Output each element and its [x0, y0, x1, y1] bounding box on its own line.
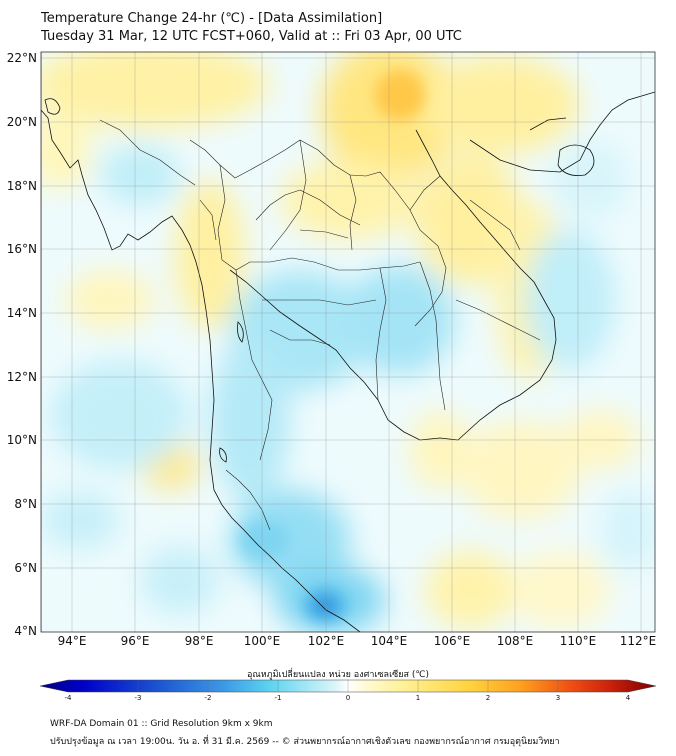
- lon-label: 102°E: [308, 634, 345, 648]
- lon-label: 106°E: [434, 634, 471, 648]
- colorbar-tick: 1: [416, 694, 420, 702]
- colorbar-tick: 0: [346, 694, 350, 702]
- colorbar-tick: 4: [626, 694, 631, 702]
- lat-label: 10°N: [7, 433, 37, 447]
- lat-label: 8°N: [14, 497, 37, 511]
- lat-label: 20°N: [7, 115, 37, 129]
- colorbar-tick: 2: [486, 694, 490, 702]
- map-frame: [40, 51, 656, 633]
- lon-label: 112°E: [620, 634, 657, 648]
- colorbar-title: อุณหภูมิเปลี่ยนแปลง หน่วย องศาเซลเซียส (…: [246, 670, 430, 680]
- footer-credit: ปรับปรุงข้อมูล ณ เวลา 19:00น. วัน อ. ที่…: [50, 737, 560, 747]
- graticule: [41, 52, 655, 632]
- lon-label: 110°E: [560, 634, 597, 648]
- lon-label: 96°E: [121, 634, 150, 648]
- lat-label: 12°N: [7, 370, 37, 384]
- colorbar-tick: -4: [65, 694, 73, 702]
- lon-label: 108°E: [497, 634, 534, 648]
- colorbar-tick: 3: [556, 694, 560, 702]
- lon-label: 104°E: [371, 634, 408, 648]
- colorbar: -4 -3 -2 -1 0 1 2 3 4: [39, 679, 657, 702]
- lon-label: 98°E: [185, 634, 214, 648]
- map-subtitle: Tuesday 31 Mar, 12 UTC FCST+060, Valid a…: [41, 29, 462, 44]
- lat-label: 18°N: [7, 179, 37, 193]
- colorbar-tick: -2: [205, 694, 212, 702]
- colorbar-tick: -3: [135, 694, 142, 702]
- map-title: Temperature Change 24-hr (℃) - [Data Ass…: [41, 11, 383, 26]
- footer-domain-info: WRF-DA Domain 01 :: Grid Resolution 9km …: [50, 719, 273, 729]
- temperature-field: [41, 52, 655, 632]
- lat-label: 22°N: [7, 51, 37, 65]
- lon-label: 94°E: [58, 634, 87, 648]
- colorbar-tick: -1: [275, 694, 282, 702]
- lat-label: 14°N: [7, 306, 37, 320]
- lat-label: 4°N: [14, 624, 37, 638]
- lat-label: 16°N: [7, 242, 37, 256]
- lat-label: 6°N: [14, 561, 37, 575]
- lon-label: 100°E: [244, 634, 281, 648]
